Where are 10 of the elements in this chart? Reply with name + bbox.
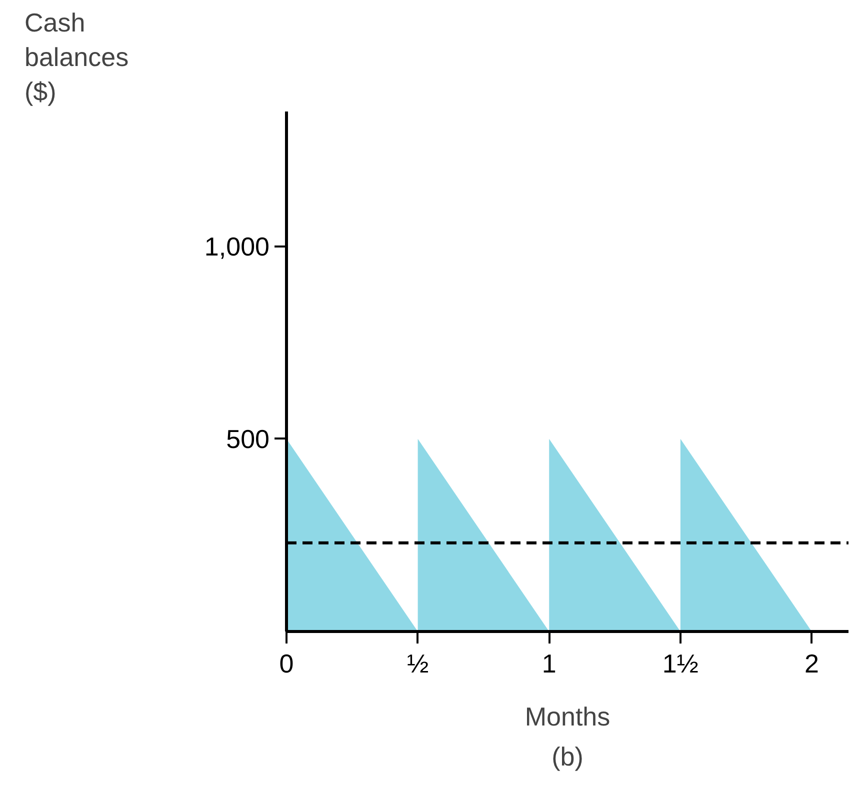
x-tick-label: 1	[542, 648, 556, 678]
x-tick-label: ½	[406, 648, 429, 678]
x-tick-label: 1½	[662, 648, 699, 678]
x-tick-label: 2	[804, 648, 819, 678]
x-tick-label: 0	[279, 648, 294, 678]
y-tick-label: 500	[226, 424, 270, 454]
text: (b)	[552, 742, 584, 772]
x-axis-title: Months	[524, 702, 610, 732]
y-tick-label: 1,000	[204, 231, 270, 262]
y-axis-title: Cash balances ($)	[24, 8, 129, 106]
